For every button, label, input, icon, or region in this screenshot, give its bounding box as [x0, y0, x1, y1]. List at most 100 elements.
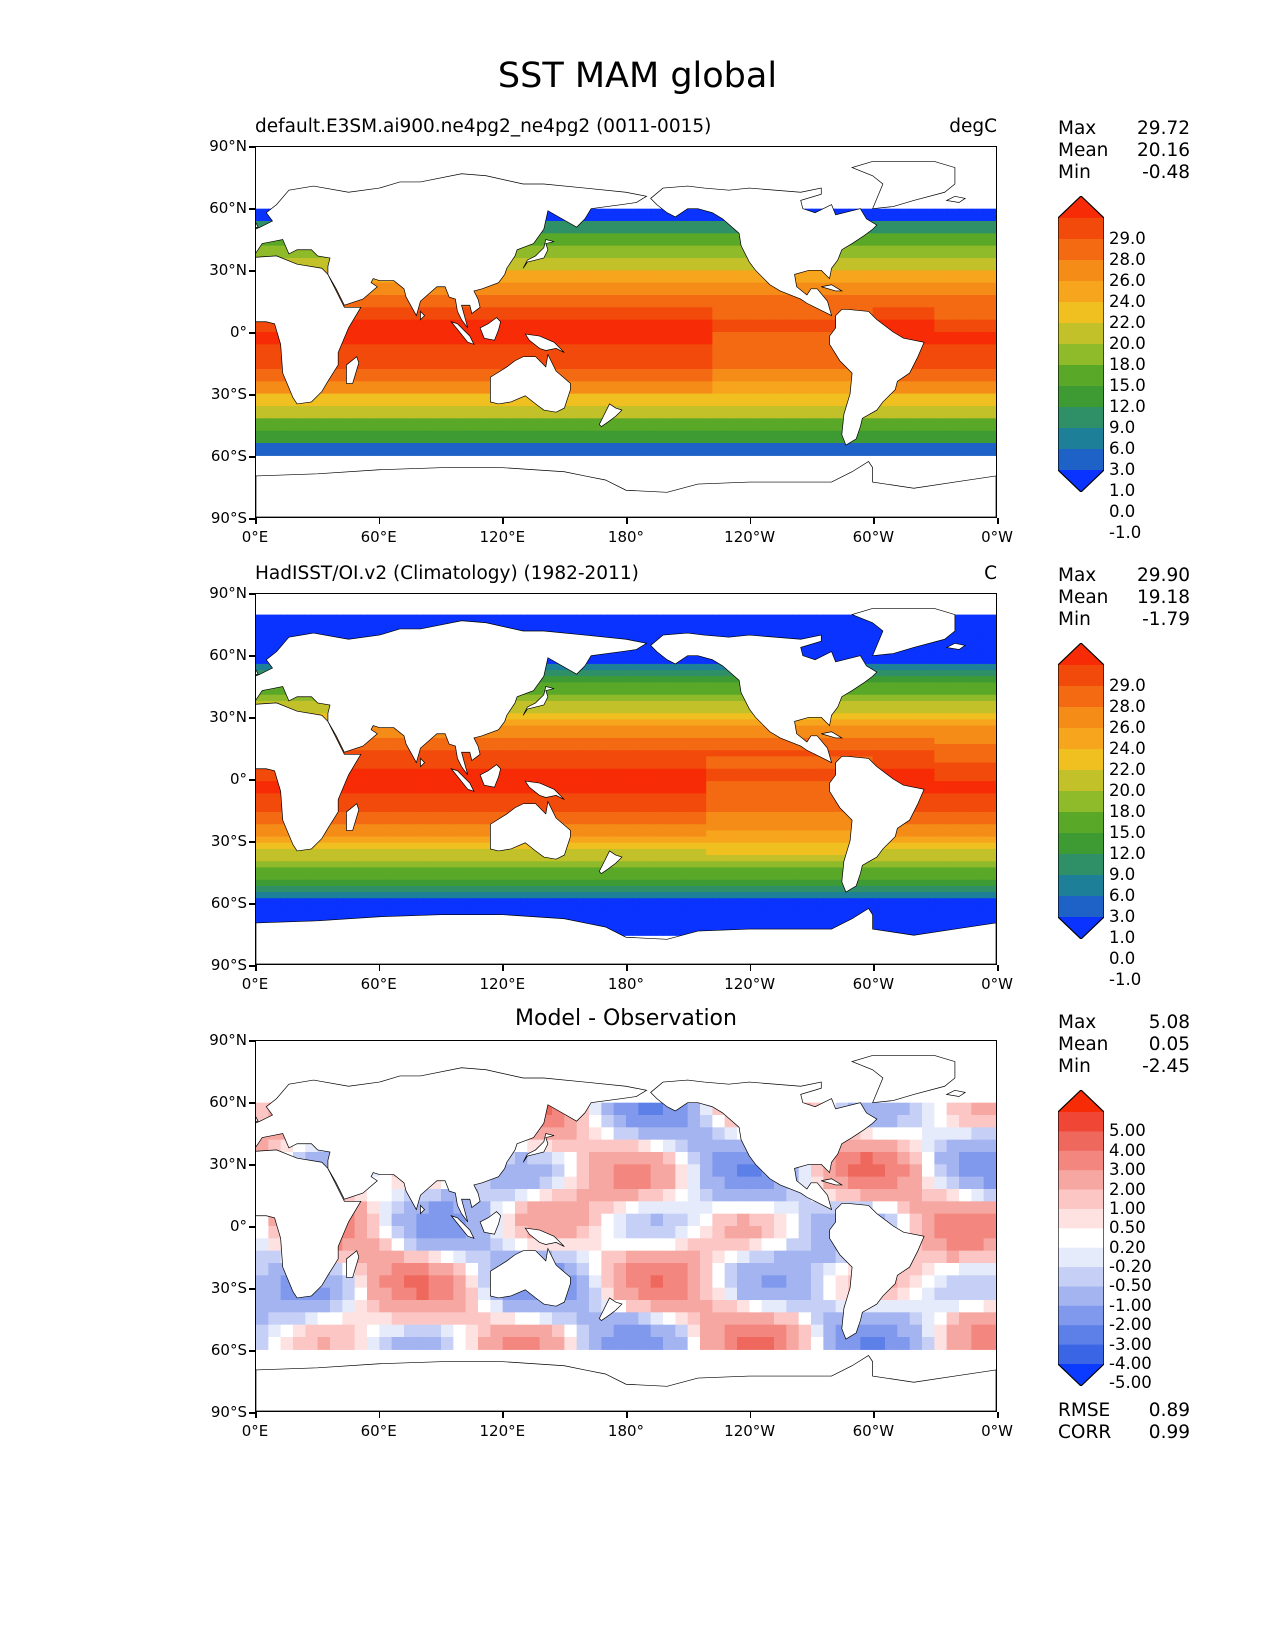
landmass-antarctica [256, 1355, 996, 1411]
colorbar-tick-label: 0.50 [1109, 1218, 1146, 1238]
colorbar-tick-label: 20.0 [1109, 334, 1146, 353]
colorbar-tick-label: 9.0 [1109, 418, 1136, 437]
colorbar-tick-label: -3.00 [1109, 1334, 1152, 1354]
colorbar-tick-label: 15.0 [1109, 823, 1146, 842]
lat-tick-label: 60°N [209, 1093, 247, 1111]
lon-tick-label: 180° [607, 975, 645, 993]
colorbar-tick-label: 0.0 [1109, 502, 1136, 521]
lat-tick-label: 60°N [209, 646, 247, 664]
difference-stats-row: Min -2.45 [1058, 1056, 1190, 1078]
landmass-australia [490, 1247, 571, 1307]
lat-tick-label: 60°S [210, 1341, 247, 1359]
lat-tick [249, 394, 255, 396]
lon-tick [378, 965, 381, 971]
colorbar-tick-label: 18.0 [1109, 802, 1146, 821]
landmass-eurasia [256, 173, 648, 329]
landmass-madagascar2 [420, 1204, 426, 1215]
lat-tick-label: 90°N [209, 584, 247, 602]
lat-tick-label: 30°S [210, 832, 247, 850]
landmass-madagascar [346, 1250, 360, 1278]
colorbar-tick-label: 28.0 [1109, 697, 1146, 716]
lat-tick [249, 146, 255, 148]
difference-metrics-row: CORR 0.99 [1058, 1422, 1190, 1444]
stat-label: Min [1058, 1056, 1091, 1077]
model-map [255, 146, 997, 518]
lat-tick [249, 965, 255, 967]
lon-tick-label: 120°W [724, 528, 776, 546]
colorbar-tick-label: 28.0 [1109, 250, 1146, 269]
landmass-madagascar2 [420, 310, 426, 321]
lon-tick-label: 120°E [479, 528, 526, 546]
colorbar-tick-label: 3.0 [1109, 460, 1136, 479]
lat-tick [249, 1102, 255, 1104]
lat-tick [249, 1040, 255, 1042]
landmass-africa [256, 1149, 362, 1299]
lon-tick-label: 0°W [981, 528, 1013, 546]
observation-map-svg [256, 608, 996, 964]
landmass-borneo [479, 1211, 502, 1235]
stat-value: 29.72 [1137, 118, 1190, 139]
colorbar-tick-label: 26.0 [1109, 718, 1146, 737]
landmass-cuba [821, 731, 844, 739]
lon-tick-label: 180° [607, 1422, 645, 1440]
colorbar-tick-label: -0.20 [1109, 1257, 1152, 1277]
lat-tick [249, 655, 255, 657]
observation-stats-row: Min -1.79 [1058, 609, 1190, 631]
lat-tick [249, 518, 255, 520]
colorbar-tick-label: 20.0 [1109, 781, 1146, 800]
landmass-africa [256, 702, 362, 852]
lon-tick-label: 120°E [479, 975, 526, 993]
model-stats: Max 29.72 Mean 20.16 Min -0.48 [1058, 118, 1190, 184]
lat-tick [249, 841, 255, 843]
landmass-namerica [650, 1079, 878, 1211]
lon-tick-label: 60°W [852, 1422, 895, 1440]
lon-tick [378, 1412, 381, 1418]
lon-tick [255, 965, 257, 971]
colorbar-tick-label: 6.0 [1109, 439, 1136, 458]
landmass-greenland [851, 1055, 956, 1104]
stat-label: Mean [1058, 587, 1109, 608]
lon-tick [502, 1412, 504, 1418]
landmass-eurasia [256, 1067, 648, 1223]
colorbar-tick-label: -4.00 [1109, 1354, 1152, 1373]
stat-value: 19.18 [1137, 587, 1190, 608]
observation-stats-row: Mean 19.18 [1058, 587, 1190, 609]
colorbar-tick-label: 6.0 [1109, 886, 1136, 905]
lon-tick-label: 0°W [981, 975, 1013, 993]
lon-tick-label: 0°E [241, 528, 269, 546]
colorbar-tick-label: 1.0 [1109, 928, 1136, 947]
model-stats-row: Max 29.72 [1058, 118, 1190, 140]
landmass-australia [490, 353, 571, 413]
observation-coastlines [256, 608, 996, 964]
colorbar-tick-label: 1.00 [1109, 1198, 1146, 1218]
landmass-sumatra [450, 768, 475, 792]
lat-tick [249, 332, 255, 334]
lon-tick-label: 0°E [241, 975, 269, 993]
landmass-eurasia [256, 620, 648, 776]
landmass-antarctica [256, 461, 996, 517]
landmass-iceland [945, 642, 967, 650]
colorbar-tick-label: -1.0 [1109, 523, 1142, 542]
stat-label: Max [1058, 118, 1097, 139]
colorbar-tick-label: 0.20 [1109, 1237, 1146, 1257]
colorbar-tick-label: 29.0 [1109, 229, 1146, 248]
lon-tick [255, 1412, 257, 1418]
difference-metrics-row: RMSE 0.89 [1058, 1400, 1190, 1422]
lat-tick [249, 1164, 255, 1166]
lon-tick [749, 965, 752, 971]
model-map-svg [256, 161, 996, 517]
lon-tick [502, 518, 504, 524]
observation-stats: Max 29.90 Mean 19.18 Min -1.79 [1058, 565, 1190, 631]
lat-tick [249, 270, 255, 272]
lon-tick-label: 60°W [852, 528, 895, 546]
lat-tick [249, 1288, 255, 1290]
colorbar-tick-label: 9.0 [1109, 865, 1136, 884]
lon-tick [255, 518, 257, 524]
landmass-cuba [821, 1178, 844, 1186]
lon-tick-label: 60°E [360, 1422, 397, 1440]
stat-label: CORR [1058, 1422, 1112, 1443]
landmass-britain [256, 669, 259, 675]
colorbar-tick-label: 12.0 [1109, 397, 1146, 416]
colorbar-tick-label: 3.0 [1109, 907, 1136, 926]
landmass-samerica [829, 309, 925, 446]
